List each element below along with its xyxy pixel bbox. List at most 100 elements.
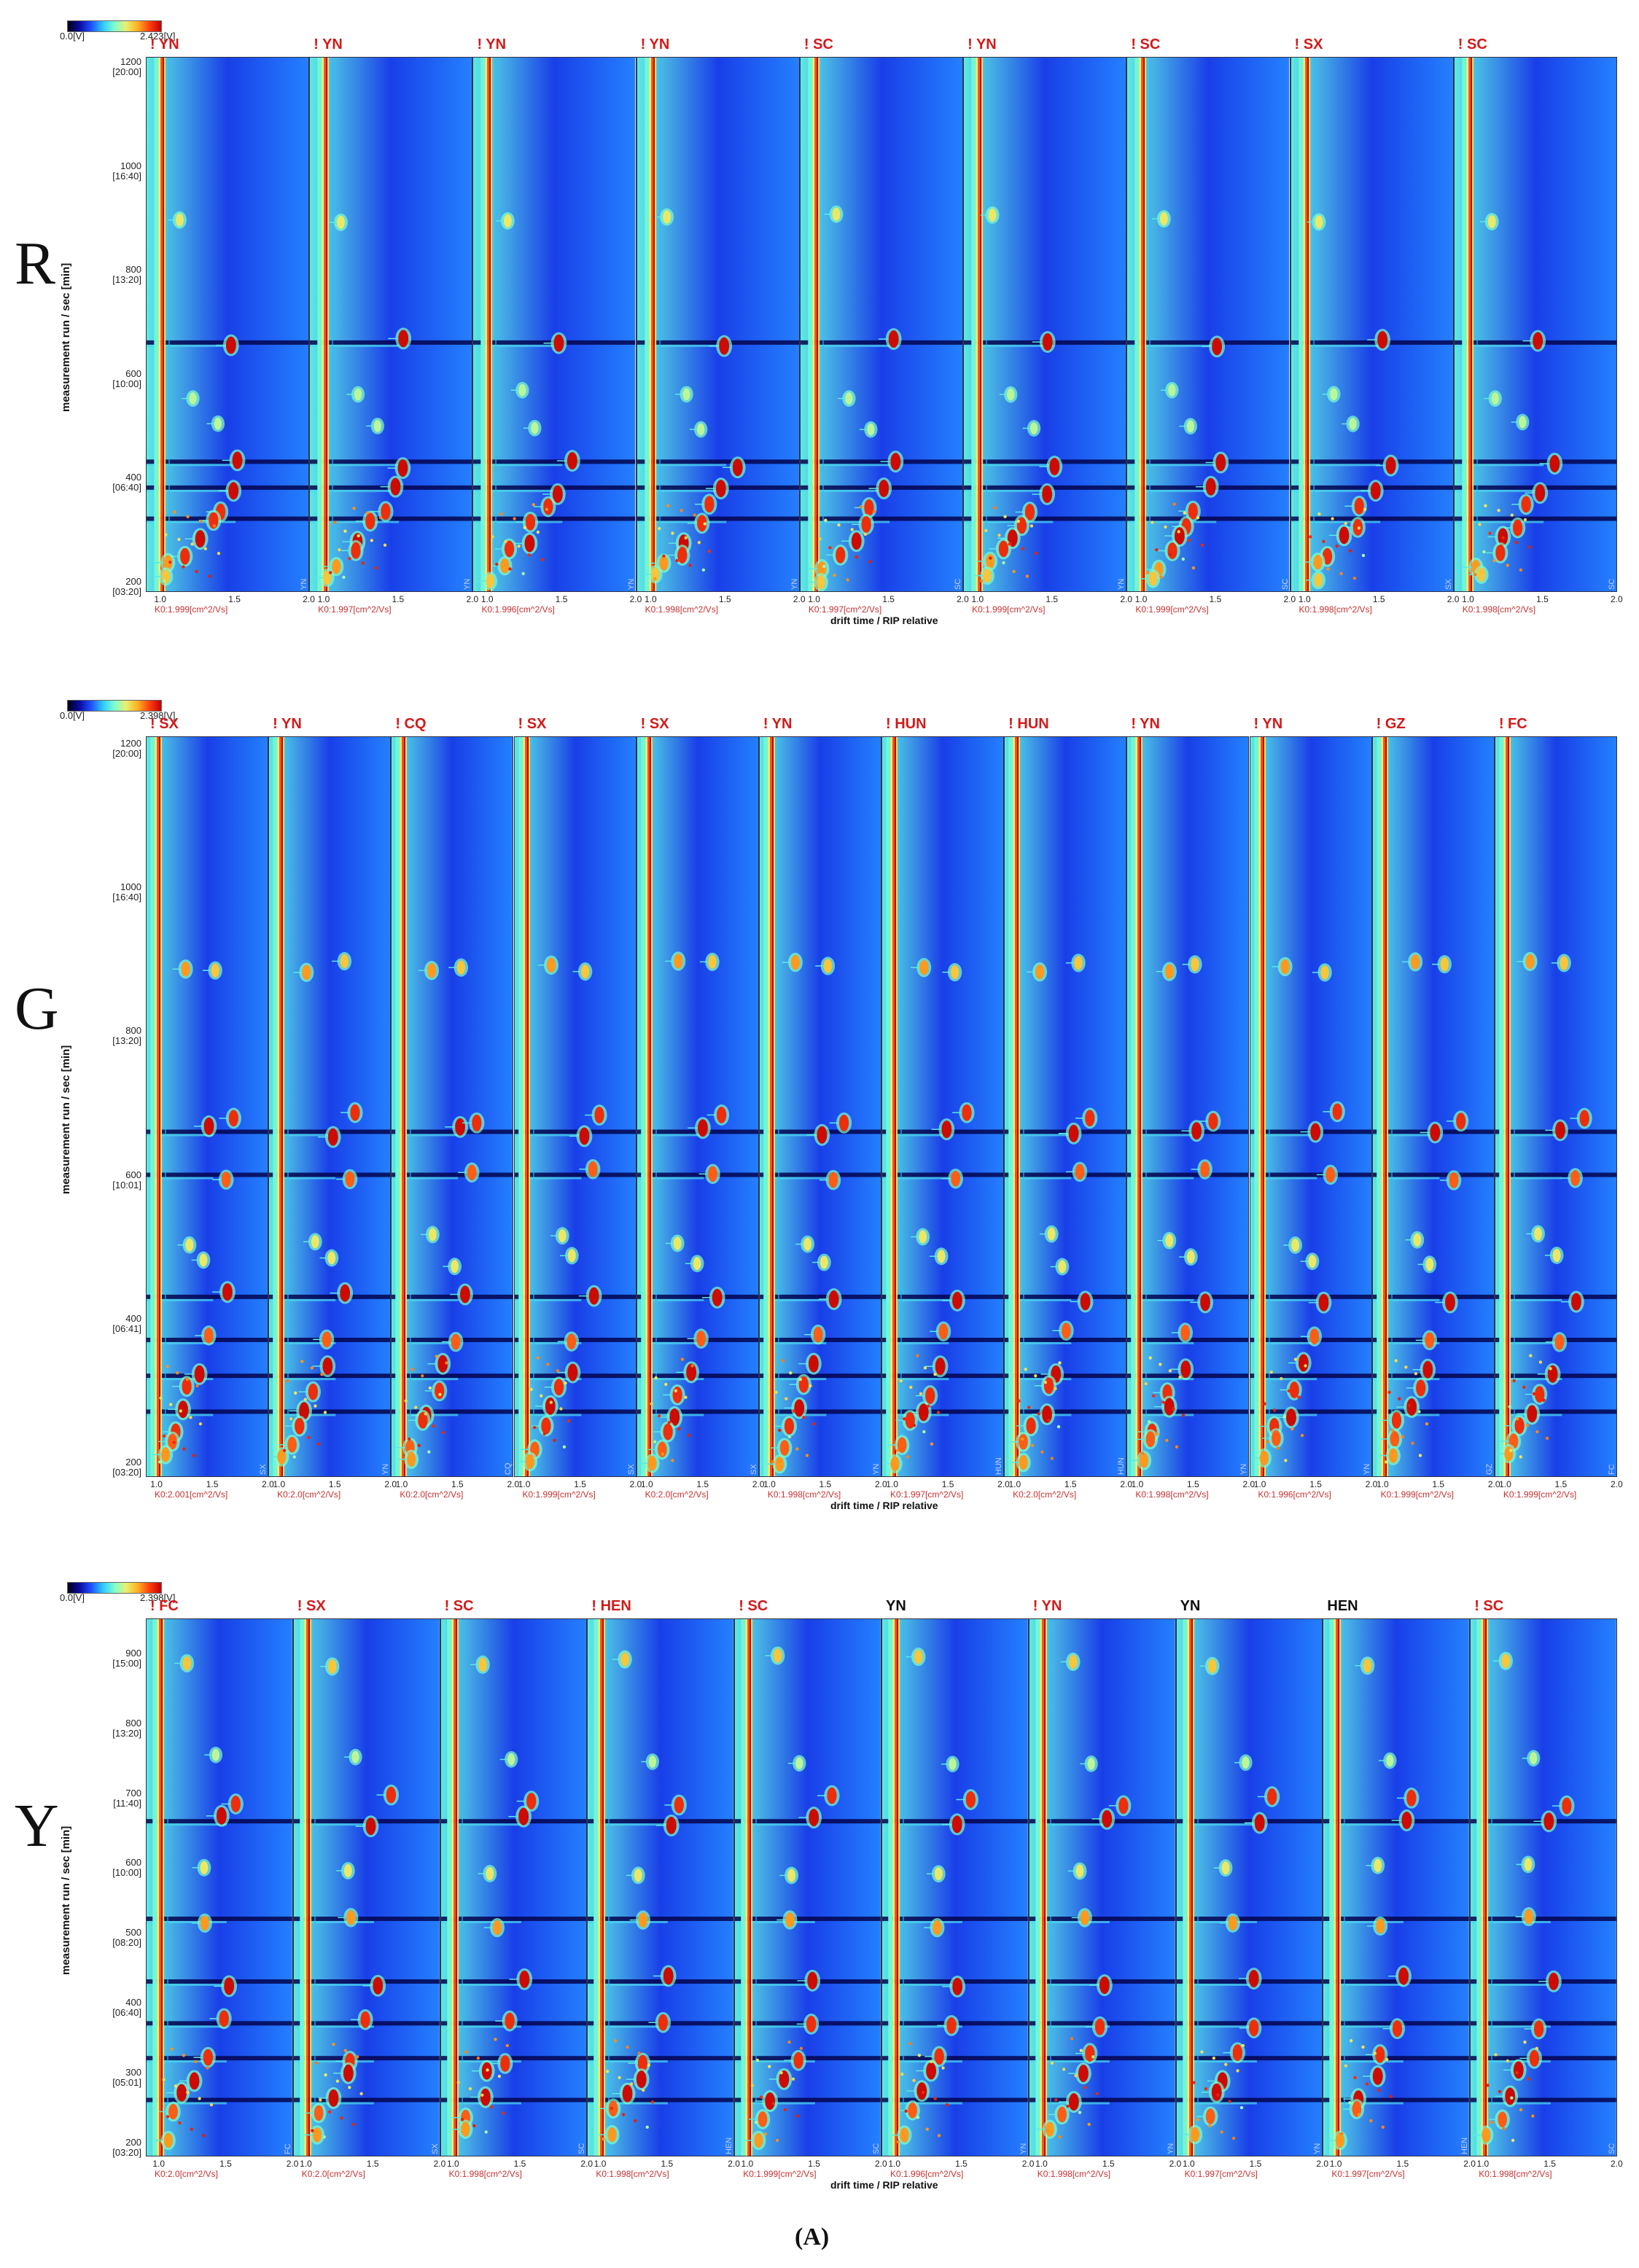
band-glow — [514, 1341, 581, 1344]
peak-spot — [867, 423, 875, 436]
peak-spot — [1062, 1322, 1071, 1339]
band-line — [1454, 459, 1616, 464]
peak-spot — [1530, 1752, 1538, 1765]
band-line — [392, 1373, 513, 1379]
peak-spot — [1554, 1121, 1565, 1139]
minor-peak — [1030, 1443, 1035, 1447]
peak-spot — [1318, 1293, 1328, 1312]
minor-peak — [1159, 575, 1163, 580]
peak-spot — [499, 2055, 510, 2072]
peak-spot — [817, 1126, 828, 1144]
band-line — [636, 1409, 758, 1414]
minor-peak — [1535, 1430, 1539, 1434]
peak-spot — [662, 210, 671, 224]
minor-peak — [172, 1441, 176, 1444]
panel-corner-label: HUN — [1117, 1457, 1126, 1475]
rip-tail — [1491, 1619, 1493, 2156]
x-tick-label: 1.5 — [1102, 2159, 1115, 2169]
band-glow — [882, 1823, 962, 1826]
minor-peak — [1152, 1394, 1156, 1398]
peak-spot — [427, 962, 437, 978]
x-tick-label: 1.0 — [1476, 2159, 1490, 2169]
rip-line — [1253, 737, 1258, 1476]
band-line — [1495, 1294, 1616, 1299]
band-glow — [293, 1984, 374, 1987]
rip-tail — [1049, 1619, 1051, 2156]
x-tick-label: 2.0 — [752, 1479, 765, 1489]
peak-spot — [1391, 1411, 1401, 1429]
rip-line — [164, 58, 166, 591]
minor-peak — [1192, 566, 1196, 570]
band-line — [1250, 1294, 1371, 1299]
minor-peak — [674, 1389, 677, 1393]
peak-spot — [327, 1128, 338, 1146]
band-glow — [392, 1341, 459, 1344]
x-tick-label: 2.0 — [629, 594, 642, 604]
minor-peak — [484, 2130, 488, 2134]
peak-spot — [360, 2011, 370, 2028]
minor-peak — [347, 2086, 351, 2089]
rip-tail — [755, 1619, 758, 2156]
minor-peak — [1512, 1379, 1516, 1383]
minor-peak — [480, 2093, 484, 2097]
heatmap-svg — [440, 1619, 587, 2156]
rip-line — [1476, 1619, 1482, 2156]
minor-peak — [1151, 521, 1154, 524]
band-glow — [735, 1823, 816, 1826]
peak-spot — [168, 1433, 177, 1450]
band-line — [1176, 2097, 1323, 2103]
peak-spot — [350, 1104, 360, 1121]
minor-peak — [1083, 2086, 1087, 2089]
band-glow — [310, 464, 400, 467]
x-tick-label: 1.5 — [1432, 1479, 1445, 1489]
peak-spot — [938, 1323, 949, 1340]
rip-line — [487, 58, 490, 591]
peak-spot — [1501, 1653, 1511, 1668]
heatmap-panel: SC — [440, 1618, 588, 2156]
y-axis-label: measurement run / sec [min] — [60, 1825, 72, 1975]
minor-peak — [1228, 2100, 1231, 2103]
band-line — [269, 1409, 391, 1414]
rip-line — [308, 1619, 310, 2156]
band-glow — [293, 1823, 374, 1826]
minor-peak — [1389, 2094, 1393, 2098]
minor-peak — [784, 1397, 788, 1400]
minor-peak — [174, 2084, 178, 2088]
minor-peak — [464, 2050, 468, 2054]
minor-peak — [1016, 519, 1021, 523]
peak-spot — [663, 1423, 673, 1441]
peak-spot — [754, 2132, 763, 2148]
minor-peak — [859, 504, 863, 509]
peak-spot — [704, 496, 715, 513]
minor-peak — [505, 2043, 509, 2048]
peak-spot — [1455, 1112, 1465, 1130]
minor-peak — [324, 2073, 327, 2077]
peak-spot — [1280, 959, 1290, 975]
band-line — [310, 340, 472, 345]
minor-peak — [1361, 553, 1365, 558]
x-tick-label: 1.5 — [392, 594, 405, 604]
peak-spot — [295, 1417, 305, 1435]
minor-peak — [1034, 1373, 1037, 1378]
peak-spot — [659, 556, 669, 571]
peak-spot — [1215, 453, 1226, 472]
rip-line — [402, 737, 405, 1476]
x-tick-label: 2.0 — [507, 1479, 520, 1489]
peak-spot — [785, 1912, 795, 1928]
panel-corner-label: SX — [430, 2143, 440, 2154]
peak-spot — [677, 547, 688, 564]
band-line — [964, 459, 1126, 464]
heatmap-panel: YN — [1126, 736, 1250, 1477]
minor-peak — [912, 1423, 916, 1427]
peak-spot — [299, 1402, 310, 1420]
rip-line — [1134, 58, 1140, 591]
peak-spot — [1190, 2127, 1199, 2143]
rip-tail — [1145, 737, 1148, 1476]
rip-line — [892, 1619, 895, 2156]
peak-spot — [1325, 1166, 1335, 1183]
peak-spot — [807, 1971, 818, 1990]
minor-peak — [941, 2066, 945, 2070]
minor-peak — [1527, 545, 1531, 549]
minor-peak — [1239, 2105, 1243, 2110]
rip-line — [1017, 737, 1019, 1476]
